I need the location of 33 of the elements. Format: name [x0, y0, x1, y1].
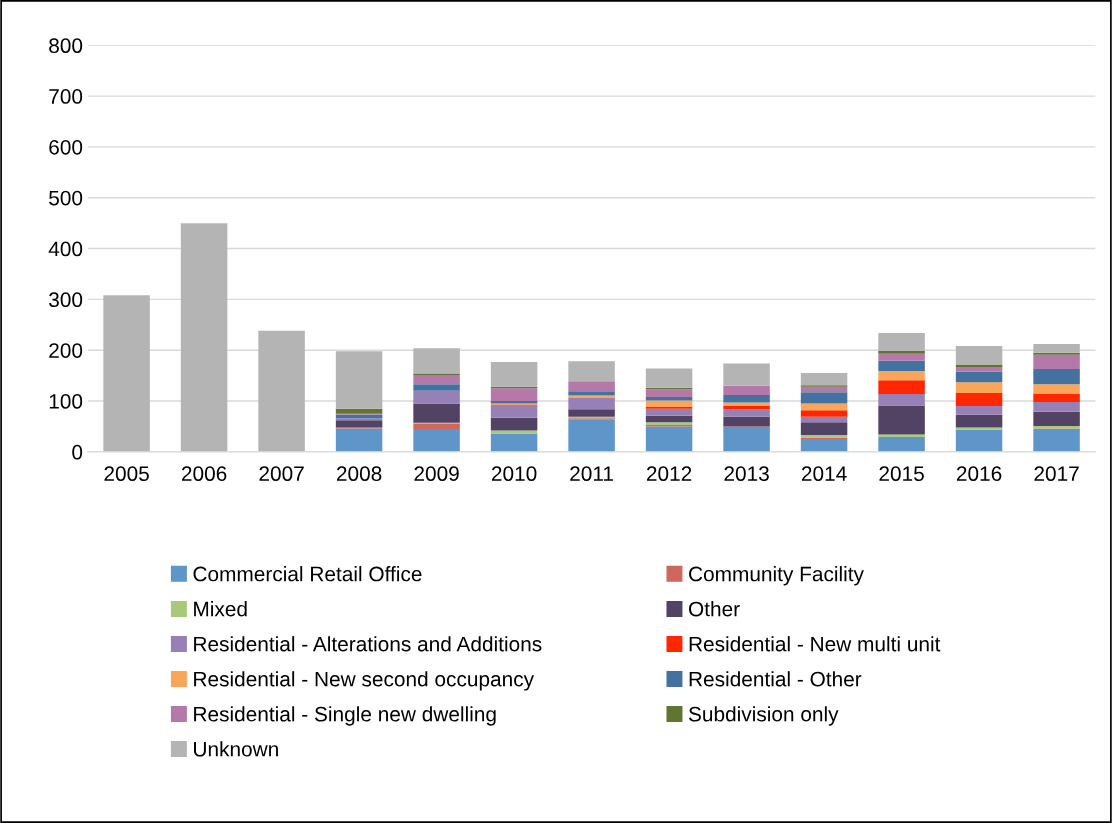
- x-tick-label: 2017: [1034, 466, 1079, 482]
- y-tick-label: 200: [49, 343, 83, 358]
- legend-label: Commercial Retail Office: [193, 566, 422, 582]
- legend-label: Community Facility: [689, 566, 864, 586]
- x-tick-label: 2007: [259, 466, 304, 482]
- x-tick-label: 2014: [801, 466, 847, 482]
- y-tick-label: 0: [72, 444, 83, 460]
- y-tick-label: 100: [49, 394, 83, 409]
- x-tick-label: 2009: [414, 466, 459, 482]
- legend-label: Residential - New multi unit: [689, 636, 941, 652]
- legend-label: Residential - Alterations and Additions: [194, 636, 542, 652]
- legend-label: Other: [688, 601, 740, 617]
- y-tick-label: 700: [49, 89, 83, 104]
- legend-label: Residential - Other: [689, 671, 862, 687]
- y-tick-label: 300: [49, 292, 83, 308]
- y-tick-label: 600: [49, 139, 83, 155]
- x-tick-label: 2013: [724, 466, 769, 482]
- x-tick-label: 2006: [181, 466, 227, 482]
- legend-label: Mixed: [194, 601, 247, 617]
- x-tick-label: 2011: [570, 466, 613, 482]
- x-tick-label: 2005: [104, 466, 149, 482]
- x-tick-label: 2015: [879, 466, 924, 482]
- y-tick-label: 400: [48, 241, 83, 257]
- legend-label: Unknown: [194, 741, 278, 757]
- legend-label: Residential - New second occupancy: [194, 671, 535, 691]
- x-tick-label: 2012: [646, 466, 692, 482]
- y-tick-label: 500: [49, 190, 83, 206]
- legend-label: Subdivision only: [688, 706, 839, 726]
- legend-label: Residential - Single new dwelling: [194, 706, 496, 726]
- x-tick-label: 2016: [956, 466, 1002, 482]
- y-tick-label: 800: [49, 38, 83, 54]
- x-tick-label: 2010: [491, 466, 537, 482]
- x-tick-label: 2008: [336, 466, 382, 482]
